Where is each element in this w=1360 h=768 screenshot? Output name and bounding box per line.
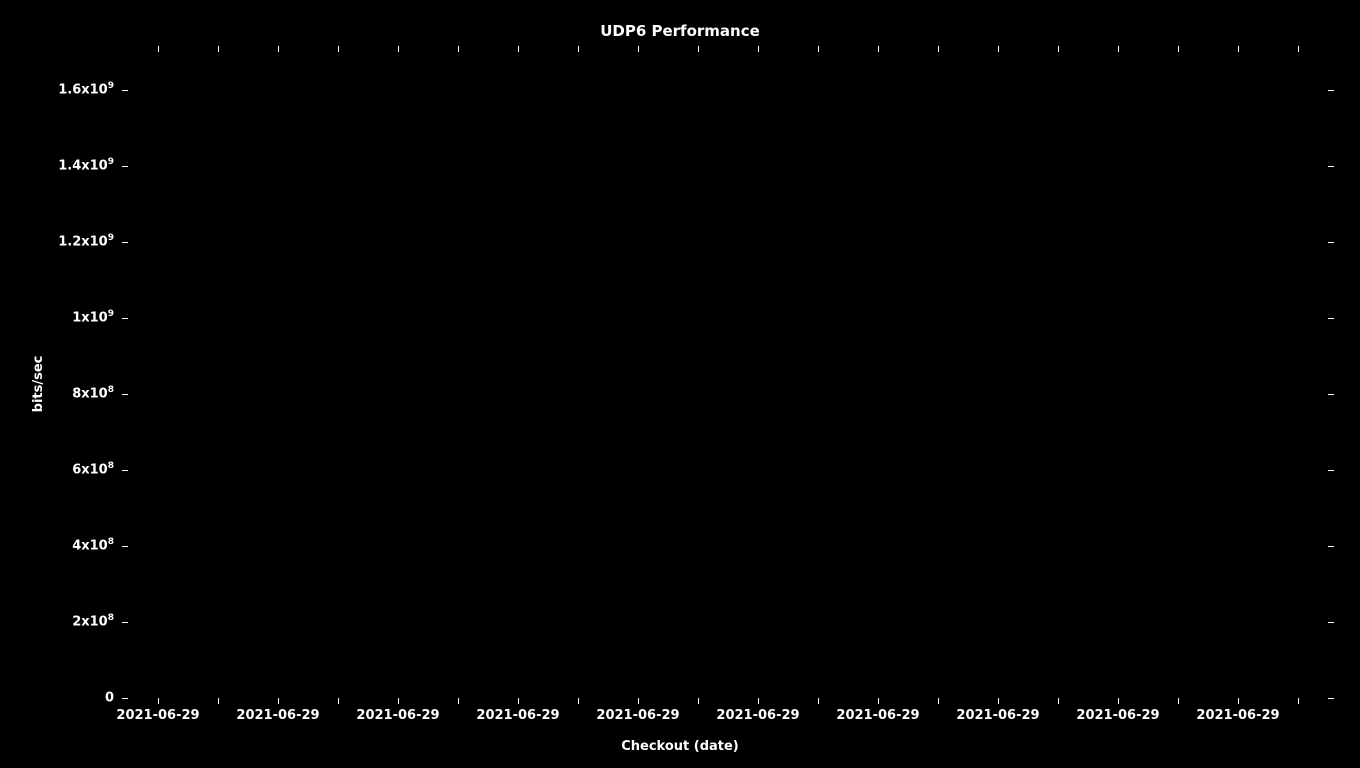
- x-tick-mark: [758, 698, 759, 704]
- x-tick-mark: [158, 46, 159, 52]
- plot-area: [128, 52, 1328, 698]
- x-tick-mark: [998, 46, 999, 52]
- x-tick-mark: [1118, 46, 1119, 52]
- x-tick-mark: [278, 46, 279, 52]
- y-tick-label: 1x109: [72, 311, 114, 326]
- y-tick-mark: [122, 470, 128, 471]
- x-axis-label: Checkout (date): [0, 739, 1360, 754]
- y-tick-mark: [1328, 166, 1334, 167]
- y-tick-mark: [122, 622, 128, 623]
- x-tick-mark: [878, 698, 879, 704]
- x-tick-mark: [278, 698, 279, 704]
- y-tick-label: 2x108: [72, 615, 114, 630]
- y-tick-mark: [1328, 546, 1334, 547]
- x-tick-mark: [638, 46, 639, 52]
- y-tick-label: 8x108: [72, 387, 114, 402]
- y-tick-mark: [1328, 394, 1334, 395]
- x-tick-label: 2021-06-29: [596, 708, 679, 723]
- x-tick-mark: [398, 46, 399, 52]
- x-tick-mark: [818, 698, 819, 704]
- x-tick-mark: [698, 46, 699, 52]
- x-tick-mark: [578, 698, 579, 704]
- x-tick-mark: [938, 46, 939, 52]
- x-tick-mark: [458, 46, 459, 52]
- x-tick-label: 2021-06-29: [236, 708, 319, 723]
- x-tick-mark: [938, 698, 939, 704]
- y-tick-mark: [122, 242, 128, 243]
- x-tick-mark: [698, 698, 699, 704]
- x-tick-mark: [398, 698, 399, 704]
- x-tick-mark: [218, 698, 219, 704]
- y-tick-mark: [1328, 622, 1334, 623]
- x-tick-mark: [518, 46, 519, 52]
- x-tick-mark: [1298, 698, 1299, 704]
- y-tick-label: 1.2x109: [58, 235, 114, 250]
- x-tick-mark: [1238, 46, 1239, 52]
- x-tick-label: 2021-06-29: [956, 708, 1039, 723]
- x-tick-mark: [638, 698, 639, 704]
- x-tick-mark: [1238, 698, 1239, 704]
- y-tick-label: 1.6x109: [58, 83, 114, 98]
- x-tick-label: 2021-06-29: [1076, 708, 1159, 723]
- x-tick-label: 2021-06-29: [116, 708, 199, 723]
- y-tick-mark: [122, 90, 128, 91]
- x-tick-mark: [578, 46, 579, 52]
- y-tick-mark: [122, 318, 128, 319]
- x-tick-mark: [458, 698, 459, 704]
- y-tick-mark: [1328, 698, 1334, 699]
- y-tick-mark: [122, 394, 128, 395]
- udp6-performance-chart: UDP6 Performance bits/sec Checkout (date…: [0, 0, 1360, 768]
- y-tick-mark: [1328, 90, 1334, 91]
- x-tick-mark: [518, 698, 519, 704]
- y-tick-mark: [1328, 470, 1334, 471]
- chart-title: UDP6 Performance: [0, 22, 1360, 40]
- y-tick-mark: [122, 546, 128, 547]
- y-tick-mark: [1328, 318, 1334, 319]
- x-tick-mark: [218, 46, 219, 52]
- x-tick-mark: [758, 46, 759, 52]
- x-tick-label: 2021-06-29: [716, 708, 799, 723]
- x-tick-mark: [1118, 698, 1119, 704]
- x-tick-label: 2021-06-29: [1196, 708, 1279, 723]
- y-axis-label: bits/sec: [31, 356, 46, 413]
- x-tick-mark: [338, 46, 339, 52]
- x-tick-label: 2021-06-29: [476, 708, 559, 723]
- y-tick-mark: [122, 698, 128, 699]
- y-tick-label: 1.4x109: [58, 159, 114, 174]
- x-tick-mark: [1178, 698, 1179, 704]
- x-tick-mark: [1178, 46, 1179, 52]
- x-tick-mark: [818, 46, 819, 52]
- x-tick-mark: [998, 698, 999, 704]
- x-tick-mark: [1058, 46, 1059, 52]
- x-tick-mark: [1298, 46, 1299, 52]
- x-tick-mark: [878, 46, 879, 52]
- y-tick-mark: [122, 166, 128, 167]
- x-tick-label: 2021-06-29: [356, 708, 439, 723]
- x-tick-mark: [158, 698, 159, 704]
- x-tick-mark: [1058, 698, 1059, 704]
- x-tick-label: 2021-06-29: [836, 708, 919, 723]
- x-tick-mark: [338, 698, 339, 704]
- y-tick-label: 0: [105, 691, 114, 706]
- y-tick-label: 4x108: [72, 539, 114, 554]
- y-tick-mark: [1328, 242, 1334, 243]
- y-tick-label: 6x108: [72, 463, 114, 478]
